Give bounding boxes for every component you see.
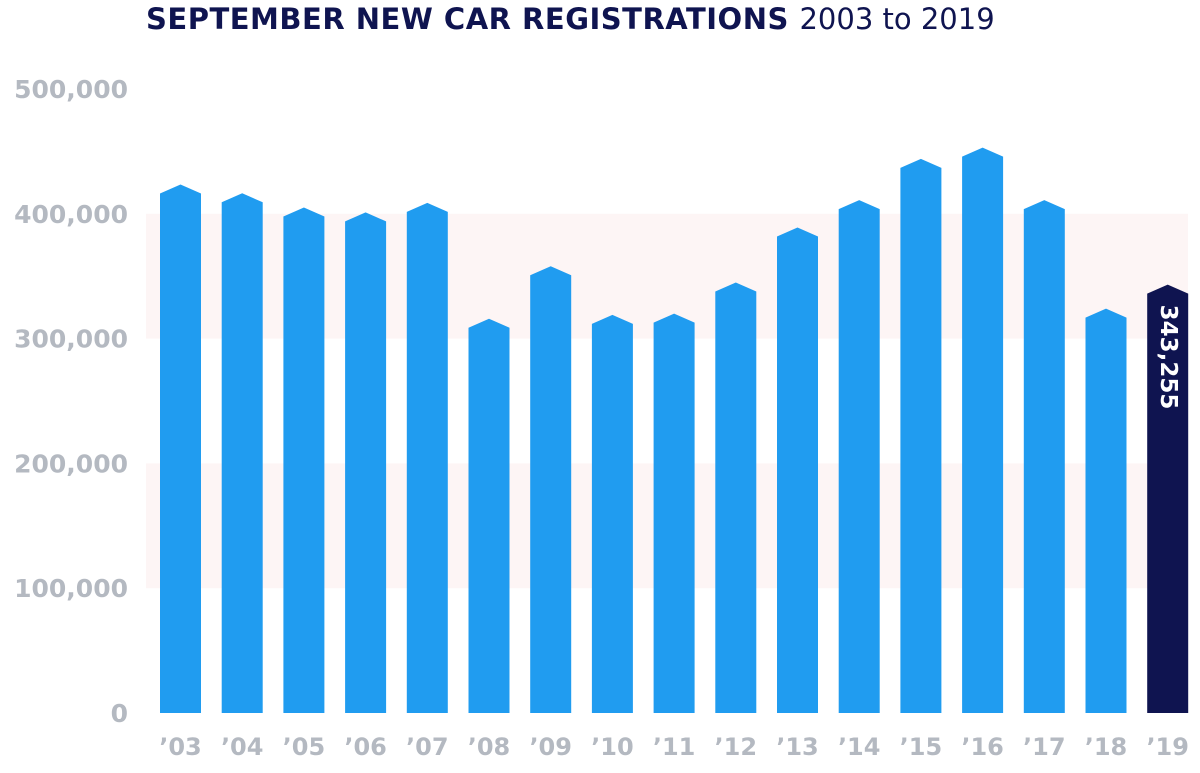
bar-3 xyxy=(345,212,387,713)
x-tick-label: ’14 xyxy=(838,733,881,761)
x-tick-label: ’12 xyxy=(715,733,758,761)
y-tick-label: 500,000 xyxy=(14,75,128,104)
bar-6 xyxy=(530,266,572,713)
x-tick-label: ’03 xyxy=(159,733,202,761)
y-tick-label: 0 xyxy=(111,699,128,728)
bar-5 xyxy=(468,318,510,713)
bar-13 xyxy=(962,147,1004,713)
bar-11 xyxy=(838,200,880,713)
x-tick-label: ’13 xyxy=(776,733,819,761)
bar-8 xyxy=(653,313,695,713)
x-tick-label: ’16 xyxy=(961,733,1004,761)
x-tick-label: ’05 xyxy=(283,733,326,761)
bar-12 xyxy=(900,158,942,713)
bar-9 xyxy=(715,282,757,713)
bar-2 xyxy=(283,207,325,713)
x-tick-label: ’15 xyxy=(900,733,943,761)
bar-15 xyxy=(1085,308,1127,713)
y-tick-label: 100,000 xyxy=(14,574,128,603)
bar-14 xyxy=(1023,200,1065,713)
bar-7 xyxy=(591,314,633,713)
bar-4 xyxy=(406,202,448,713)
x-tick-label: ’19 xyxy=(1146,733,1189,761)
x-tick-label: ’10 xyxy=(591,733,634,761)
data-label: 343,255 xyxy=(1155,305,1181,410)
x-tick-label: ’08 xyxy=(468,733,511,761)
x-tick-label: ’11 xyxy=(653,733,696,761)
chart-title-main: SEPTEMBER NEW CAR REGISTRATIONS xyxy=(146,2,789,36)
x-tick-label: ’18 xyxy=(1085,733,1128,761)
bar-1 xyxy=(221,193,263,713)
x-tick-label: ’06 xyxy=(344,733,387,761)
bar-16 xyxy=(1147,284,1189,713)
chart-title: SEPTEMBER NEW CAR REGISTRATIONS 2003 to … xyxy=(146,2,995,36)
y-tick-label: 200,000 xyxy=(14,449,128,478)
x-tick-label: ’17 xyxy=(1023,733,1066,761)
bar-10 xyxy=(777,227,818,713)
x-tick-label: ’09 xyxy=(529,733,572,761)
x-tick-label: ’04 xyxy=(221,733,264,761)
chart-title-sub: 2003 to 2019 xyxy=(799,2,995,36)
y-tick-label: 300,000 xyxy=(14,325,128,354)
bar-0 xyxy=(160,184,201,713)
y-tick-label: 400,000 xyxy=(14,200,128,229)
x-tick-label: ’07 xyxy=(406,733,449,761)
